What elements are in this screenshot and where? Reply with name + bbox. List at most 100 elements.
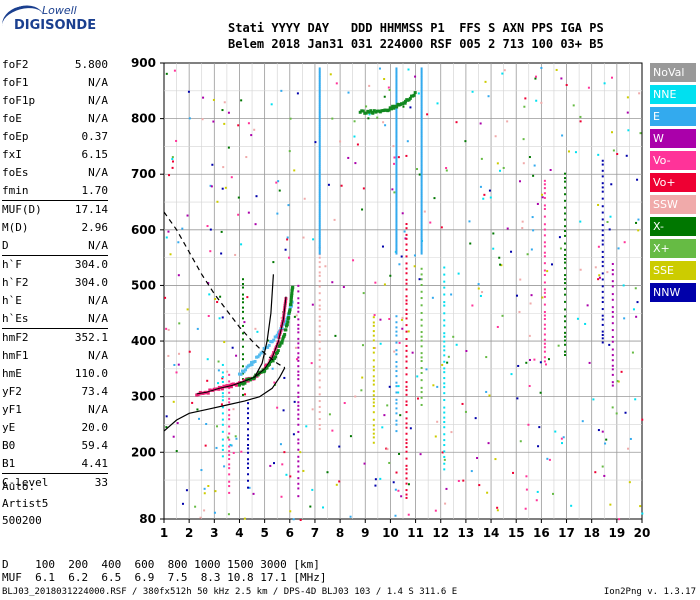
interference-point: [297, 356, 300, 359]
param-name: hmE: [2, 367, 22, 380]
echo-point: [561, 134, 564, 137]
interference-point: [318, 280, 321, 283]
echo-point: [288, 256, 291, 259]
echo-point: [362, 187, 365, 190]
o-trace-point: [230, 382, 234, 386]
interference-point: [601, 163, 604, 166]
interference-point: [241, 372, 244, 375]
interference-point: [247, 486, 250, 489]
nne-echo-point: [318, 205, 321, 208]
echo-point: [426, 113, 429, 116]
echo-point: [223, 101, 226, 104]
interference-point: [443, 371, 446, 374]
interference-point: [228, 401, 231, 404]
interference-point: [443, 406, 446, 409]
interference-point: [395, 326, 398, 329]
echo-point: [546, 270, 549, 273]
interference-point: [318, 261, 321, 264]
interference-point: [318, 308, 321, 311]
echo-point: [534, 77, 537, 80]
nne-echo-point: [395, 245, 398, 248]
nne-echo-point: [420, 123, 423, 126]
y-tick-label: 300: [131, 390, 156, 404]
echo-point: [407, 330, 410, 333]
echo-point: [282, 409, 285, 412]
echo-point: [488, 189, 491, 192]
nne-echo-point: [420, 107, 423, 110]
echo-point: [169, 253, 172, 256]
nne-echo-point: [318, 145, 321, 148]
interference-point: [443, 433, 446, 436]
echo-point: [418, 173, 421, 176]
interference-point: [228, 425, 231, 428]
interference-point: [221, 430, 224, 433]
nne-echo-point: [395, 183, 398, 186]
interference-point: [372, 424, 375, 427]
echo-point: [405, 154, 408, 157]
interference-point: [543, 288, 546, 291]
nne-echo-point: [318, 67, 321, 70]
x-trace-point: [290, 291, 294, 295]
nne-echo-point: [420, 120, 423, 124]
interference-point: [297, 384, 300, 387]
x-trace-point: [287, 316, 291, 320]
nne-echo-point: [420, 105, 423, 108]
nne-echo-point: [318, 125, 321, 128]
echo-point: [471, 90, 474, 93]
interference-point: [601, 323, 604, 326]
echo-point: [196, 327, 199, 330]
echo-point: [618, 518, 621, 521]
interference-point: [241, 387, 244, 390]
nne-echo-point: [395, 94, 398, 97]
param-name: B1: [2, 457, 16, 470]
interference-point: [405, 312, 408, 315]
param-value: 6.15: [81, 148, 109, 161]
echo-point: [240, 450, 243, 453]
echo-point: [289, 117, 292, 120]
echo-point: [196, 408, 199, 411]
echo-point: [388, 461, 391, 464]
interference-point: [247, 479, 250, 482]
interference-point: [395, 360, 398, 363]
echo-point: [519, 278, 522, 281]
echo-point: [360, 389, 363, 392]
echo-point: [295, 358, 298, 361]
echo-point: [464, 140, 467, 143]
interference-point: [297, 323, 300, 326]
echo-point: [407, 513, 410, 516]
interference-point: [405, 233, 408, 236]
param-name: foF2: [2, 58, 29, 71]
e-trace-point: [239, 372, 243, 376]
echo-point: [533, 164, 536, 167]
interference-point: [443, 354, 446, 357]
interference-point: [611, 335, 614, 338]
param-row: foEs N/A: [2, 164, 108, 182]
echo-point: [625, 154, 628, 157]
interference-point: [564, 177, 567, 180]
interference-point: [405, 417, 408, 420]
echo-point: [536, 202, 539, 205]
x-trace-point: [263, 368, 267, 372]
interference-point: [443, 462, 446, 465]
echo-point: [395, 471, 398, 474]
interference-point: [443, 382, 446, 385]
interference-point: [443, 426, 446, 429]
interference-point: [601, 285, 604, 288]
nne-echo-point: [395, 236, 398, 240]
nne-echo-point: [395, 120, 398, 124]
echo-point: [333, 218, 336, 221]
echo-point: [339, 140, 342, 143]
interference-point: [611, 368, 614, 371]
echo-point: [620, 370, 623, 373]
nne-echo-point: [420, 212, 423, 215]
interference-point: [420, 339, 423, 342]
interference-point: [420, 379, 423, 382]
param-value: 352.1: [74, 331, 108, 344]
interference-point: [564, 350, 567, 353]
echo-point: [384, 124, 387, 127]
echo-point: [524, 507, 527, 510]
x-tick-label: 19: [608, 526, 625, 540]
interference-point: [297, 438, 300, 441]
nne-echo-point: [395, 116, 398, 119]
interference-point: [297, 482, 300, 485]
